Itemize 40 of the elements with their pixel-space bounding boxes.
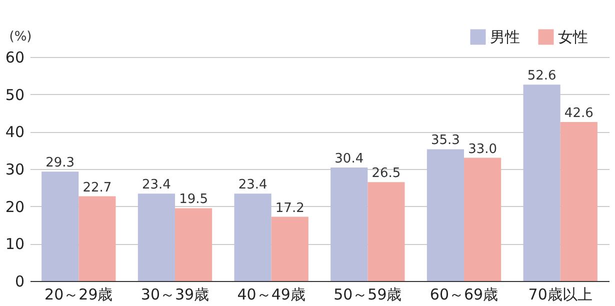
data-label: 35.3 — [430, 133, 460, 148]
y-tick-label: 10 — [5, 235, 24, 254]
data-label: 26.5 — [372, 166, 401, 182]
y-tick-label: 50 — [5, 86, 24, 104]
bar — [330, 168, 368, 281]
data-label: 33.0 — [468, 142, 498, 157]
y-tick-label: 30 — [5, 160, 24, 178]
bar — [464, 158, 502, 281]
data-label: 42.6 — [564, 106, 594, 121]
x-tick-label: 20～29歳 — [44, 286, 113, 304]
data-label: 52.6 — [527, 68, 556, 84]
legend-label: 女性 — [558, 28, 588, 46]
data-label: 22.7 — [82, 180, 112, 196]
bar — [78, 196, 116, 281]
y-tick-label: 0 — [14, 272, 24, 290]
x-tick-label: 40～49歳 — [237, 286, 306, 304]
data-label: 17.2 — [275, 200, 304, 216]
bar — [234, 194, 272, 281]
x-tick-label: 30～39歳 — [140, 286, 210, 304]
bar — [174, 208, 212, 281]
y-tick-label: 20 — [5, 198, 24, 216]
y-tick-label: 40 — [5, 123, 24, 142]
bar — [523, 84, 560, 281]
data-label: 29.3 — [46, 156, 75, 171]
data-label: 23.4 — [238, 178, 268, 193]
x-tick-label: 50～59歳 — [334, 286, 402, 304]
bar — [560, 122, 598, 281]
legend-label: 男性 — [490, 28, 520, 46]
bar — [138, 194, 175, 281]
bar — [42, 172, 79, 281]
y-tick-label: 60 — [5, 48, 24, 66]
data-label: 23.4 — [142, 178, 171, 193]
data-label: 30.4 — [334, 152, 364, 167]
bar — [271, 216, 308, 281]
bar — [426, 149, 464, 281]
x-tick-label: 70歳以上 — [528, 286, 592, 304]
bar — [368, 182, 405, 281]
data-label: 19.5 — [179, 192, 208, 208]
y-axis-title: (%) — [9, 30, 32, 44]
x-tick-label: 60～69歳 — [430, 286, 498, 304]
